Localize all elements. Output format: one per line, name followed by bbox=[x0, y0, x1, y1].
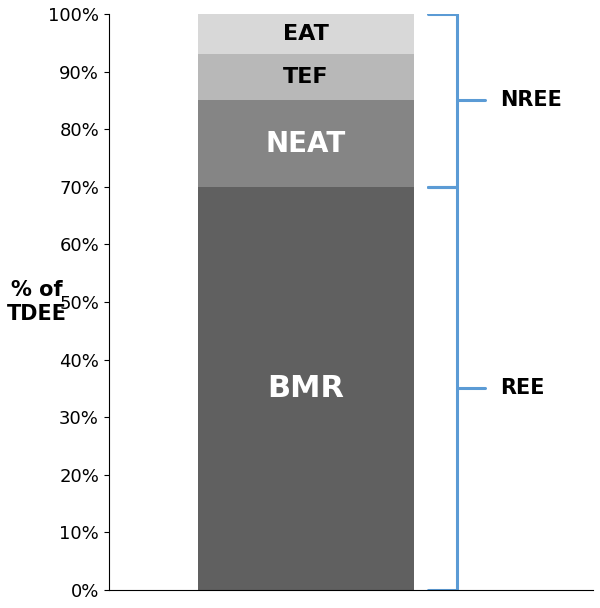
Bar bbox=[199, 100, 413, 187]
Text: NREE: NREE bbox=[500, 91, 562, 111]
Bar bbox=[199, 54, 413, 100]
Text: BMR: BMR bbox=[268, 374, 344, 403]
Text: NEAT: NEAT bbox=[266, 130, 346, 157]
Y-axis label: % of
TDEE: % of TDEE bbox=[7, 280, 67, 323]
Bar bbox=[199, 187, 413, 590]
Text: EAT: EAT bbox=[283, 24, 329, 44]
Text: TEF: TEF bbox=[283, 67, 329, 88]
Bar bbox=[199, 14, 413, 54]
Text: REE: REE bbox=[500, 378, 544, 398]
